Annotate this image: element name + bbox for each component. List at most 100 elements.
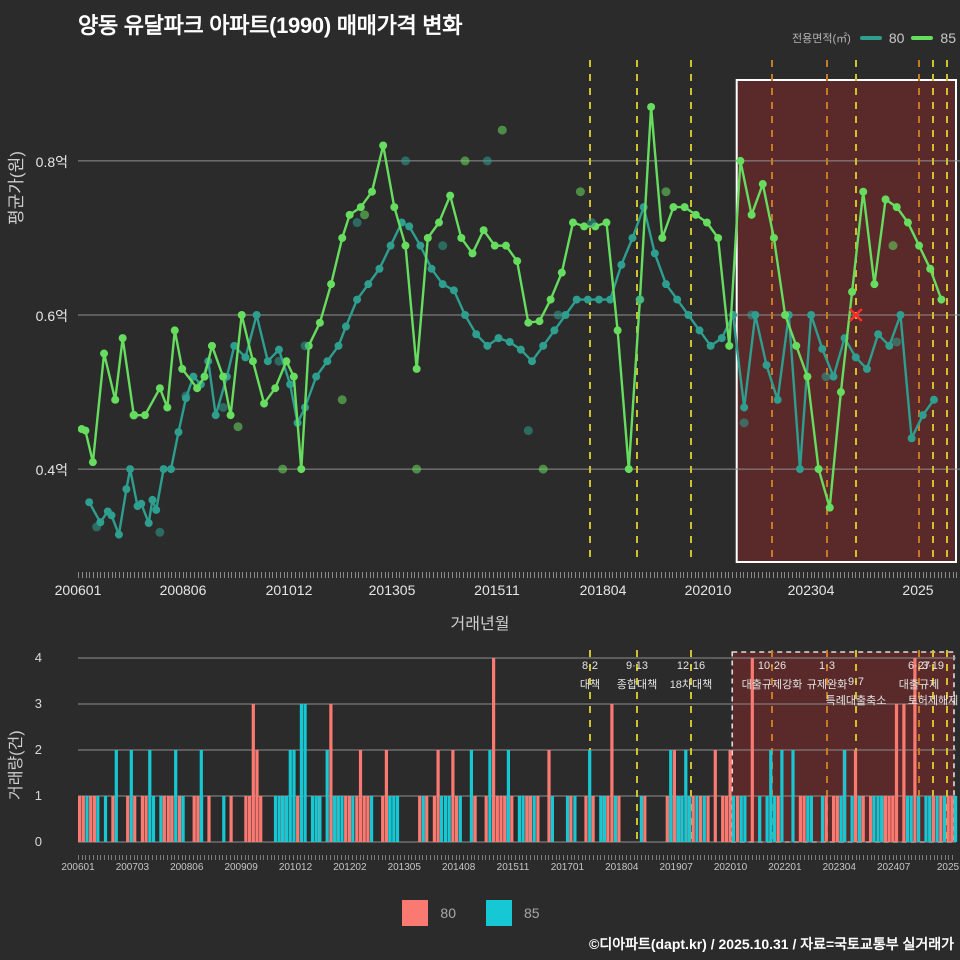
event-date-label: 9·13 xyxy=(625,660,649,672)
volume-bar xyxy=(288,750,292,842)
axis-minor-tick xyxy=(242,572,244,578)
axis-minor-tick xyxy=(690,572,692,578)
axis-minor-tick xyxy=(380,572,382,578)
axis-minor-tick xyxy=(329,855,331,860)
event-name-label: 종합대책 xyxy=(616,679,658,691)
axis-minor-tick xyxy=(940,855,942,860)
axis-minor-tick xyxy=(365,572,367,578)
axis-minor-tick xyxy=(683,572,685,578)
axis-minor-tick xyxy=(374,855,376,860)
axis-minor-tick xyxy=(689,855,691,860)
axis-minor-tick xyxy=(201,572,203,578)
axis-minor-tick xyxy=(303,855,305,860)
volume-bar xyxy=(806,796,810,842)
volume-bar xyxy=(772,796,777,842)
axis-minor-tick xyxy=(311,855,313,860)
axis-minor-tick xyxy=(578,855,579,860)
axis-minor-tick xyxy=(205,572,207,578)
axis-minor-tick xyxy=(238,572,240,578)
series-point-80 xyxy=(341,322,350,331)
axis-minor-tick xyxy=(403,572,405,578)
axis-minor-tick xyxy=(728,572,730,578)
volume-bar xyxy=(525,796,529,842)
event-date-label: 3·19 xyxy=(921,660,945,672)
volume-bar xyxy=(92,796,96,842)
volume-bar xyxy=(303,704,307,842)
series-point-85 xyxy=(736,156,745,165)
axis-minor-tick xyxy=(511,855,513,860)
series-point-85 xyxy=(170,326,179,335)
series-point-85 xyxy=(803,372,812,381)
axis-minor-tick xyxy=(448,855,450,860)
volume-bar xyxy=(196,796,200,842)
series-point-80 xyxy=(695,326,704,335)
bottom-x-tick: 202201 xyxy=(768,862,802,873)
volume-bar xyxy=(687,796,692,842)
axis-minor-tick xyxy=(384,572,386,578)
axis-minor-tick xyxy=(152,572,154,578)
series-point-85 xyxy=(401,241,410,250)
volume-bar xyxy=(765,796,769,842)
volume-bar xyxy=(103,796,108,842)
axis-minor-tick xyxy=(644,855,646,860)
axis-minor-tick xyxy=(155,855,157,860)
legend-label-vol-80: 80 xyxy=(440,905,456,921)
axis-minor-tick xyxy=(652,855,653,860)
axis-minor-tick xyxy=(612,572,614,578)
axis-minor-tick xyxy=(78,572,79,578)
series-point-80 xyxy=(189,372,198,381)
volume-bar xyxy=(699,796,703,842)
axis-minor-tick xyxy=(466,572,468,578)
axis-minor-tick xyxy=(540,855,542,860)
axis-minor-tick xyxy=(537,572,539,578)
axis-minor-tick xyxy=(178,572,180,578)
axis-minor-tick xyxy=(279,572,281,578)
volume-bar xyxy=(229,796,233,842)
axis-minor-tick xyxy=(563,855,565,860)
series-point-85 xyxy=(602,218,611,227)
axis-minor-tick xyxy=(575,572,577,578)
bottom-x-tick: 200806 xyxy=(170,862,204,873)
series-point-80 xyxy=(773,395,782,404)
axis-minor-tick xyxy=(507,572,509,578)
axis-minor-tick xyxy=(399,572,401,578)
volume-bar xyxy=(517,796,521,842)
legend-swatch-vol-80 xyxy=(402,900,429,926)
volume-bar xyxy=(850,796,854,842)
volume-bar xyxy=(931,796,935,842)
axis-minor-tick xyxy=(268,572,270,578)
series-point-85 xyxy=(297,465,306,474)
volume-bar xyxy=(809,796,813,842)
axis-minor-tick xyxy=(696,855,698,860)
axis-minor-tick xyxy=(141,855,142,860)
volume-bar xyxy=(606,796,610,842)
axis-minor-tick xyxy=(657,572,659,578)
volume-bar xyxy=(854,796,858,842)
axis-minor-tick xyxy=(381,855,383,860)
volume-bar xyxy=(713,750,717,842)
axis-minor-tick xyxy=(666,855,668,860)
bottom-x-tick: 201012 xyxy=(278,862,313,873)
volume-bar xyxy=(939,796,943,842)
axis-minor-tick xyxy=(900,572,902,578)
legend-swatch-85 xyxy=(911,36,934,40)
series-point-85 xyxy=(219,372,228,381)
axis-minor-tick xyxy=(145,572,147,578)
axis-minor-tick xyxy=(795,572,797,578)
volume-chart-svg xyxy=(78,650,958,843)
axis-minor-tick xyxy=(711,855,713,860)
axis-minor-tick xyxy=(318,855,320,860)
axis-minor-tick xyxy=(500,855,502,860)
series-point-80 xyxy=(795,465,804,474)
volume-bar xyxy=(532,796,536,842)
axis-minor-tick xyxy=(956,572,958,578)
scatter-point xyxy=(352,218,362,228)
bottom-x-tick: 202010 xyxy=(713,862,748,873)
axis-minor-tick xyxy=(459,572,461,578)
series-point-85 xyxy=(825,503,834,512)
event-name-label: 토허제해제 xyxy=(907,695,959,707)
axis-minor-tick xyxy=(600,855,602,860)
volume-bar xyxy=(935,796,939,842)
scatter-point xyxy=(892,337,902,347)
axis-minor-tick xyxy=(948,572,950,578)
